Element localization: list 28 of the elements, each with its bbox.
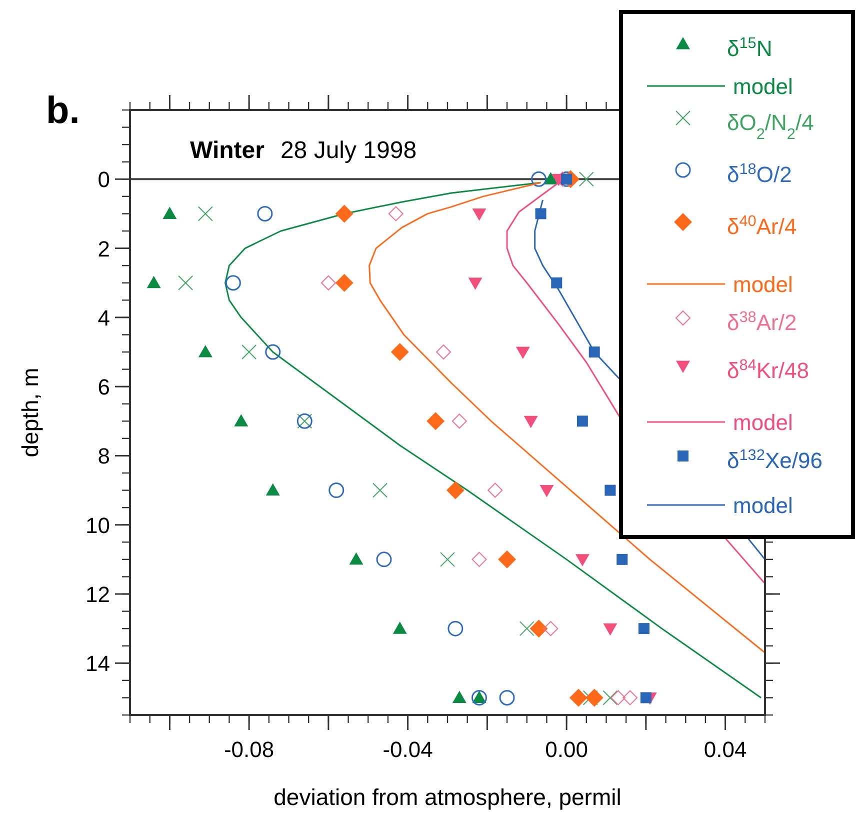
y-tick-label: 12 <box>86 582 110 607</box>
legend-label: δ$^{18}$O/2 <box>727 160 792 187</box>
legend-label: δ$^{38}$Ar/2 <box>727 308 797 335</box>
legend-label: δO$_{2}$/N$_{2}$/4 <box>727 110 814 142</box>
x-tick-label: 0.04 <box>704 737 747 762</box>
x-axis-title: deviation from atmosphere, permil <box>274 784 622 810</box>
y-tick-label: 4 <box>98 305 110 330</box>
y-tick-label: 0 <box>98 167 110 192</box>
y-tick-label: 6 <box>98 374 110 400</box>
legend-label: model <box>733 74 793 99</box>
text: b. <box>46 90 80 132</box>
legend-label: δ$^{40}$Ar/4 <box>727 212 797 239</box>
x-tick-label: -0.04 <box>382 737 433 762</box>
y-tick-label: 2 <box>98 236 110 262</box>
text: Winter <box>190 137 264 164</box>
legend-label: δ$^{84}$Kr/48 <box>727 356 809 383</box>
legend-label: δ$^{132}$Xe/96 <box>727 446 822 473</box>
y-axis-title: depth, m <box>17 368 43 458</box>
legend-label: model <box>733 410 793 435</box>
y-tick-label: 10 <box>86 512 110 538</box>
x-tick-label: 0.00 <box>545 737 588 762</box>
y-tick-label: 14 <box>86 651 110 676</box>
text: 28 July 1998 <box>280 137 417 164</box>
legend-label: δ$^{15}$N <box>727 34 772 61</box>
y-tick-label: 8 <box>98 444 110 469</box>
legend-label: model <box>733 493 793 518</box>
legend-label: model <box>733 272 793 297</box>
x-tick-label: -0.08 <box>224 737 274 762</box>
